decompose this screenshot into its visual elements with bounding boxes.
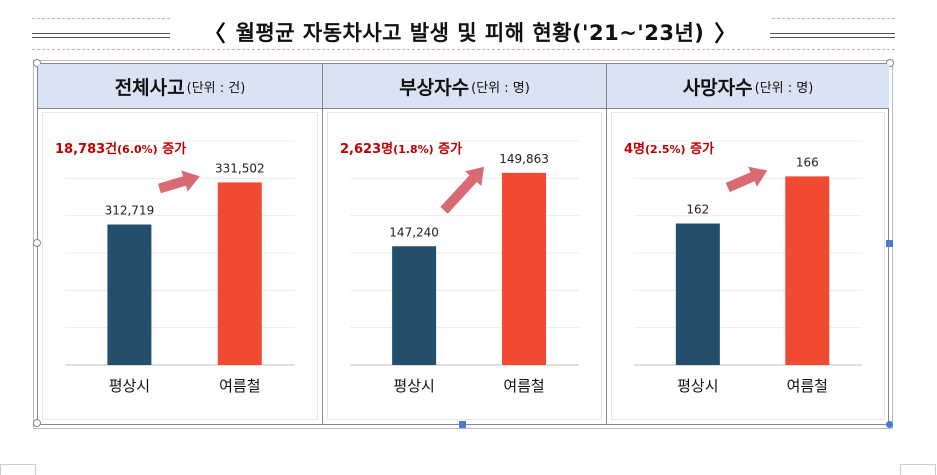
bar-value-label: 147,240 xyxy=(389,225,439,239)
bar-normal xyxy=(675,223,720,365)
annotation-suffix: 증가 xyxy=(434,142,462,157)
bar-normal xyxy=(392,246,437,365)
bar-summer xyxy=(785,176,830,365)
panel-unit: (단위 : 명) xyxy=(471,80,530,96)
chart-area: 18,783건(6.0%) 증가 312,719 평상시 331,502 여름철 xyxy=(42,112,318,420)
category-label: 여름철 xyxy=(503,377,544,395)
panel-divider-1 xyxy=(322,64,323,424)
annotation-percent: (1.8%) xyxy=(393,143,434,156)
annotation-percent: (2.5%) xyxy=(645,143,686,156)
bar-summer xyxy=(502,172,547,365)
page-title: 월평균 자동차사고 발생 및 피해 현황('21~'23년) xyxy=(235,21,705,45)
increase-annotation: 18,783건(6.0%) 증가 xyxy=(55,141,186,157)
panel-heading: 부상자수 xyxy=(399,76,470,99)
annotation-amount: 2,623명 xyxy=(340,141,393,157)
chart-area: 2,623명(1.8%) 증가 147,240 평상시 149,863 여름철 xyxy=(327,112,602,420)
annotation-amount: 18,783건 xyxy=(55,141,117,157)
page-corner-right xyxy=(900,464,936,475)
right-bracket: 〉 xyxy=(714,22,737,47)
bar-value-label: 162 xyxy=(686,203,709,217)
bar-value-label: 331,502 xyxy=(215,161,265,175)
bar-value-label: 166 xyxy=(796,155,819,169)
panel-injuries: 부상자수 (단위 : 명) 2,623명(1.8%) 증가 147,240 평상시 1… xyxy=(323,64,606,424)
rotate-handle-tr[interactable] xyxy=(886,59,894,67)
chart-area: 4명(2.5%) 증가 162 평상시 166 여름철 xyxy=(611,112,885,420)
bar-chart: 18,783건(6.0%) 증가 312,719 평상시 331,502 여름철 xyxy=(55,140,295,395)
panel-header: 부상자수 (단위 : 명) xyxy=(323,64,606,109)
rotate-handle-bl[interactable] xyxy=(33,419,41,427)
increase-arrow-icon xyxy=(158,170,200,194)
increase-annotation: 4명(2.5%) 증가 xyxy=(624,141,714,157)
bar-value-label: 312,719 xyxy=(105,204,155,218)
annotation-suffix: 증가 xyxy=(158,142,186,157)
category-label: 평상시 xyxy=(677,377,718,395)
panel-divider-2 xyxy=(606,64,607,424)
panel-header: 사망자수 (단위 : 명) xyxy=(607,64,889,109)
panel-total-accidents: 전체사고 (단위 : 건) 18,783건(6.0%) 증가 312,719 평상시… xyxy=(38,64,322,424)
bar-chart: 2,623명(1.8%) 증가 147,240 평상시 149,863 여름철 xyxy=(340,140,579,395)
panel-deaths: 사망자수 (단위 : 명) 4명(2.5%) 증가 162 평상시 166 여름철 xyxy=(607,64,889,424)
increase-arrow-icon xyxy=(440,166,484,214)
category-label: 평상시 xyxy=(393,377,434,395)
title-box: 〈 월평균 자동차사고 발생 및 피해 현황('21~'23년) 〉 xyxy=(170,15,770,49)
annotation-percent: (6.0%) xyxy=(117,143,158,156)
panel-heading: 사망자수 xyxy=(682,76,753,99)
resize-handle-bottom[interactable] xyxy=(459,421,466,428)
bar-chart: 4명(2.5%) 증가 162 평상시 166 여름철 xyxy=(624,140,862,395)
panel-header: 전체사고 (단위 : 건) xyxy=(38,64,322,109)
resize-handle-br[interactable] xyxy=(886,421,893,428)
bar-summer xyxy=(217,182,262,365)
panel-heading: 전체사고 xyxy=(114,76,185,99)
annotation-suffix: 증가 xyxy=(686,142,714,157)
bar-value-label: 149,863 xyxy=(499,152,549,166)
page-corner-left xyxy=(0,464,36,475)
category-label: 여름철 xyxy=(787,377,828,395)
rotate-handle-ml[interactable] xyxy=(33,239,41,247)
category-label: 여름철 xyxy=(219,377,260,395)
panel-unit: (단위 : 건) xyxy=(186,80,246,96)
increase-arrow-icon xyxy=(725,166,768,193)
panel-unit: (단위 : 명) xyxy=(754,80,814,96)
bar-normal xyxy=(107,224,152,365)
resize-handle-right[interactable] xyxy=(886,240,893,247)
left-bracket: 〈 xyxy=(203,22,226,47)
annotation-amount: 4명 xyxy=(624,141,645,157)
rotate-handle-tl[interactable] xyxy=(33,59,41,67)
increase-annotation: 2,623명(1.8%) 증가 xyxy=(340,141,462,157)
category-label: 평상시 xyxy=(109,377,150,395)
